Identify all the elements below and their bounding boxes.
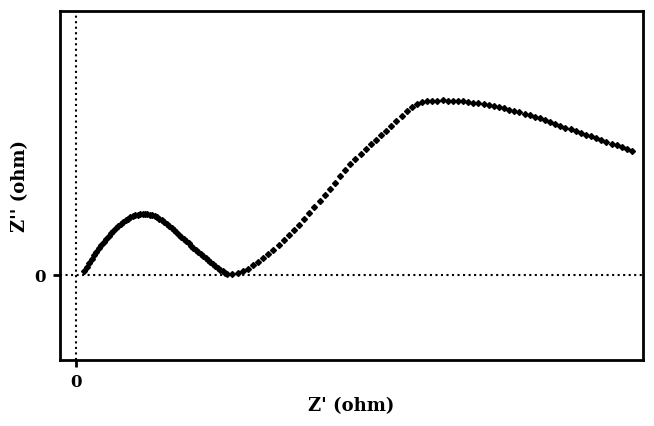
X-axis label: Z' (ohm): Z' (ohm) (308, 397, 394, 415)
Y-axis label: Z'' (ohm): Z'' (ohm) (11, 140, 29, 232)
